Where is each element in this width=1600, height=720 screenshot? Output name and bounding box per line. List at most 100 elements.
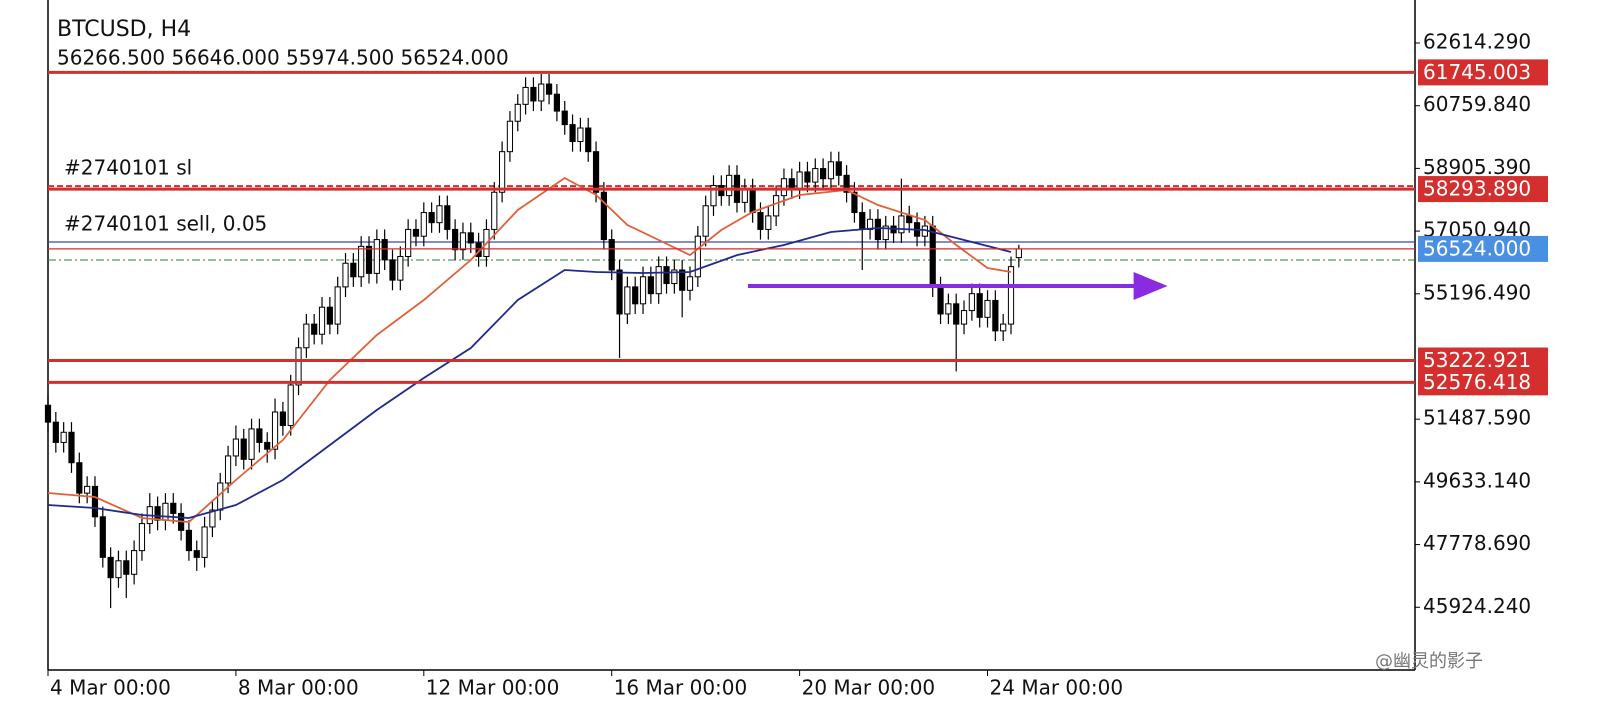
candle-body <box>405 228 412 257</box>
candle-body <box>906 215 913 224</box>
x-tick-label: 8 Mar 00:00 <box>238 676 359 700</box>
candle-body <box>68 431 75 464</box>
candle-body <box>52 421 59 443</box>
candle-body <box>968 293 975 312</box>
x-tick-label: 20 Mar 00:00 <box>802 676 936 700</box>
candle-body <box>365 245 373 274</box>
x-tick-label: 4 Mar 00:00 <box>50 676 171 700</box>
candle-body <box>279 411 286 427</box>
candle-body <box>679 269 686 291</box>
candle-body <box>663 266 670 285</box>
y-tick-label: 45924.240 <box>1423 594 1531 618</box>
candle-body <box>592 151 600 193</box>
candle-body <box>60 431 67 443</box>
y-tick-label: 58905.390 <box>1423 155 1531 179</box>
moving-average <box>47 176 1012 524</box>
candle-body <box>538 83 545 102</box>
candle-body <box>467 232 474 244</box>
candle-body <box>788 178 795 190</box>
candle-body <box>741 188 748 203</box>
candle-body <box>757 212 764 230</box>
candle-body <box>318 306 326 335</box>
candle-body <box>929 225 936 288</box>
candle-body <box>436 205 443 224</box>
candle-body <box>530 86 537 102</box>
candle-body <box>585 127 592 153</box>
candle-body <box>561 110 568 126</box>
candle-body <box>851 191 858 214</box>
candle-body <box>342 262 349 288</box>
candle-body <box>671 269 678 285</box>
candle-body <box>193 550 200 558</box>
candle-body <box>577 127 584 143</box>
candle-body <box>960 310 968 325</box>
candle-body <box>248 428 255 460</box>
candle-body <box>303 323 310 349</box>
candle-body <box>311 323 318 335</box>
candle-body <box>373 239 380 274</box>
candle-body <box>639 276 647 305</box>
x-tick-label: 12 Mar 00:00 <box>426 676 560 700</box>
candle-body <box>240 438 247 460</box>
candle-body <box>686 276 694 291</box>
chart-title: BTCUSD, H4 <box>57 17 191 42</box>
candle-body <box>953 303 960 325</box>
candle-body <box>76 462 83 494</box>
candle-body <box>123 560 130 575</box>
candle-body <box>992 299 999 332</box>
candle-body <box>115 560 122 579</box>
candle-body <box>420 212 427 237</box>
candle-body <box>765 215 772 230</box>
current-price-label: 56524.000 <box>1423 236 1531 260</box>
candle-body <box>694 235 701 278</box>
candle-body <box>859 212 866 230</box>
candle-body <box>1000 323 1007 332</box>
candle-body <box>773 195 780 217</box>
candle-body <box>209 509 216 528</box>
y-tick-label: 47778.690 <box>1423 531 1531 555</box>
candle-body <box>256 428 263 443</box>
candle-body <box>702 205 709 237</box>
candle-body <box>898 215 905 234</box>
candle-body <box>358 245 365 278</box>
candle-body <box>1015 248 1022 259</box>
candle-body <box>882 225 889 241</box>
candle-body <box>804 171 811 183</box>
level-label: 53222.921 <box>1423 348 1531 372</box>
candle-body <box>138 523 146 552</box>
candle-body <box>491 191 498 230</box>
level-label-box <box>1418 369 1548 396</box>
candle-body <box>185 529 193 552</box>
candle-body <box>264 441 271 450</box>
y-tick-label: 55196.490 <box>1423 280 1531 304</box>
candle-body <box>812 168 819 183</box>
candle-body <box>381 239 388 261</box>
order-label: #2740101 sell, 0.05 <box>64 212 267 236</box>
candle-body <box>232 438 240 457</box>
y-tick-label: 60759.840 <box>1423 92 1531 116</box>
candle-body <box>569 124 576 143</box>
candle-body <box>499 151 506 193</box>
candle-body <box>397 255 404 281</box>
candle-body <box>616 269 623 315</box>
candle-body <box>726 174 733 197</box>
candle-body <box>796 171 803 190</box>
candle-body <box>843 174 850 193</box>
candle-body <box>522 86 529 105</box>
candle-body <box>154 506 161 521</box>
candle-body <box>632 286 639 305</box>
candle-body <box>780 178 788 197</box>
order-label: #2740101 sl <box>64 156 192 180</box>
candle-body <box>655 266 662 295</box>
candle-body <box>107 556 114 579</box>
candle-body <box>874 218 882 241</box>
candle-body <box>84 485 91 494</box>
candle-body <box>710 184 717 207</box>
level-label-box <box>1418 59 1548 86</box>
level-label: 61745.003 <box>1423 60 1531 84</box>
candle-body <box>224 455 232 484</box>
candle-body <box>350 262 357 278</box>
candle-body <box>201 526 208 558</box>
candle-body <box>976 293 983 318</box>
